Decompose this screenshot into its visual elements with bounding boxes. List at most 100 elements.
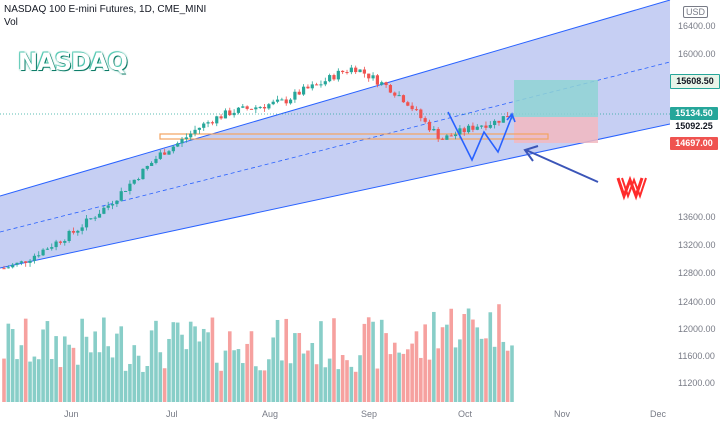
candle-body[interactable] xyxy=(97,213,102,218)
currency-badge[interactable]: USD xyxy=(683,6,709,18)
candle-body[interactable] xyxy=(458,128,462,135)
candle-body[interactable] xyxy=(349,67,353,73)
volume-bar[interactable] xyxy=(410,343,414,402)
volume-bar[interactable] xyxy=(466,308,471,402)
candle-body[interactable] xyxy=(163,152,167,155)
volume-bar[interactable] xyxy=(71,347,76,402)
volume-bar[interactable] xyxy=(76,364,80,402)
candle-body[interactable] xyxy=(210,122,215,124)
candle-body[interactable] xyxy=(228,110,232,116)
volume-bar[interactable] xyxy=(236,349,241,402)
candle-body[interactable] xyxy=(332,75,336,80)
volume-bar[interactable] xyxy=(123,370,128,402)
volume-bar[interactable] xyxy=(314,364,319,402)
support-price-label[interactable]: 15092.25 xyxy=(670,120,718,133)
candle-body[interactable] xyxy=(67,230,71,242)
volume-bar[interactable] xyxy=(479,338,484,402)
candle-body[interactable] xyxy=(76,230,80,233)
candle-body[interactable] xyxy=(406,102,410,106)
candle-body[interactable] xyxy=(115,200,119,205)
candle-body[interactable] xyxy=(241,106,245,108)
candle-body[interactable] xyxy=(267,104,271,109)
volume-bar[interactable] xyxy=(10,329,15,402)
candle-body[interactable] xyxy=(354,67,358,73)
candle-body[interactable] xyxy=(24,261,28,263)
candle-body[interactable] xyxy=(215,116,219,124)
volume-bar[interactable] xyxy=(310,343,315,402)
target-zone[interactable] xyxy=(514,80,598,117)
symbol-title[interactable]: NASDAQ 100 E-mini Futures, 1D, CME_MINI xyxy=(4,4,207,15)
volume-bar[interactable] xyxy=(58,367,63,402)
channel-upper-line[interactable] xyxy=(0,0,671,197)
candle-body[interactable] xyxy=(106,205,110,208)
volume-bar[interactable] xyxy=(436,348,440,402)
candle-body[interactable] xyxy=(11,264,15,268)
candle-body[interactable] xyxy=(232,112,236,116)
volume-bar[interactable] xyxy=(162,368,167,402)
candle-body[interactable] xyxy=(71,230,76,233)
candle-body[interactable] xyxy=(414,109,419,111)
candle-body[interactable] xyxy=(310,84,314,89)
candle-body[interactable] xyxy=(245,106,249,109)
candle-body[interactable] xyxy=(102,207,106,214)
volume-bar[interactable] xyxy=(384,333,388,402)
candle-body[interactable] xyxy=(275,99,280,102)
candle-body[interactable] xyxy=(145,165,149,169)
candle-body[interactable] xyxy=(184,137,188,140)
volume-bar[interactable] xyxy=(254,366,258,402)
candle-body[interactable] xyxy=(336,70,340,80)
candle-body[interactable] xyxy=(466,125,471,133)
candle-body[interactable] xyxy=(480,125,484,127)
candle-body[interactable] xyxy=(484,125,488,128)
volume-bar[interactable] xyxy=(445,324,449,402)
volume-bar[interactable] xyxy=(349,366,354,402)
candle-body[interactable] xyxy=(37,255,41,257)
volume-bar[interactable] xyxy=(340,355,345,402)
candle-body[interactable] xyxy=(371,75,375,79)
candle-body[interactable] xyxy=(54,241,58,248)
volume-bar[interactable] xyxy=(471,319,475,402)
volume-bar[interactable] xyxy=(210,317,215,402)
volume-bar[interactable] xyxy=(223,350,228,402)
candle-body[interactable] xyxy=(45,248,50,250)
volume-bar[interactable] xyxy=(45,321,50,402)
volume-bar[interactable] xyxy=(232,350,236,402)
volume-bar[interactable] xyxy=(427,359,432,402)
volume-bar[interactable] xyxy=(175,322,180,402)
volume-bar[interactable] xyxy=(145,366,150,402)
volume-bar[interactable] xyxy=(366,317,371,402)
volume-bar[interactable] xyxy=(319,321,323,402)
volume-bar[interactable] xyxy=(188,321,193,402)
candle-body[interactable] xyxy=(32,255,36,261)
candle-body[interactable] xyxy=(154,158,158,163)
current-price-label[interactable]: 15134.50 xyxy=(670,107,718,120)
candle-body[interactable] xyxy=(167,151,171,155)
volume-bar[interactable] xyxy=(497,304,501,402)
candle-body[interactable] xyxy=(19,261,23,263)
candle-body[interactable] xyxy=(306,86,310,89)
candle-body[interactable] xyxy=(384,82,388,86)
candle-body[interactable] xyxy=(50,247,54,249)
volume-bar[interactable] xyxy=(41,329,45,402)
volume-bar[interactable] xyxy=(440,327,445,402)
candle-body[interactable] xyxy=(6,267,10,269)
candle-body[interactable] xyxy=(132,179,136,184)
candle-body[interactable] xyxy=(449,135,453,137)
candle-body[interactable] xyxy=(189,133,193,138)
candle-body[interactable] xyxy=(262,106,267,109)
candle-body[interactable] xyxy=(440,138,445,140)
volume-bar[interactable] xyxy=(62,336,67,402)
candle-body[interactable] xyxy=(397,95,401,97)
volume-bar[interactable] xyxy=(84,336,89,402)
volume-bar[interactable] xyxy=(401,353,406,402)
volume-bar[interactable] xyxy=(193,326,197,402)
candle-body[interactable] xyxy=(419,109,423,119)
w-pattern-drawing[interactable] xyxy=(447,111,513,162)
volume-bar[interactable] xyxy=(392,342,397,402)
candle-body[interactable] xyxy=(119,191,123,201)
volume-bar[interactable] xyxy=(171,322,176,402)
candle-body[interactable] xyxy=(280,99,284,101)
volume-bar[interactable] xyxy=(36,359,41,402)
annotation-arrow[interactable] xyxy=(525,149,599,183)
volume-bar[interactable] xyxy=(510,345,514,402)
